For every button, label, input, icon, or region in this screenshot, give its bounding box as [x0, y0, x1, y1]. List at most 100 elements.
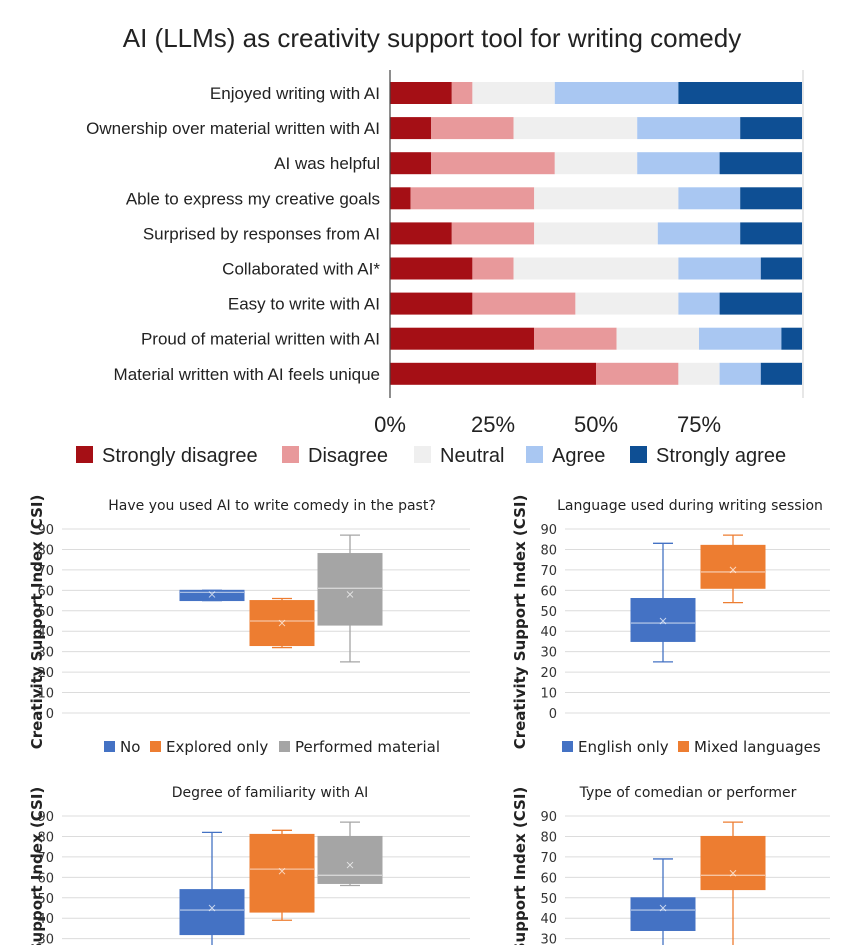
bar-strongly-agree-proud-of-material-written-with-ai	[781, 327, 802, 350]
bar-neutral-ai-was-helpful	[554, 152, 638, 175]
box3-y-tick-50: 50	[540, 892, 557, 907]
mean-marker-medium	[278, 867, 286, 875]
mean-marker-english-only	[659, 617, 667, 625]
question-label-ai-was-helpful: AI was helpful	[274, 154, 380, 173]
box2-box-high	[317, 821, 383, 887]
question-label-ownership-over-material-written-with-ai: Ownership over material written with AI	[86, 119, 380, 138]
box0-box-performed-material	[317, 534, 383, 663]
legend-swatch-strongly-agree	[630, 446, 647, 463]
bar-neutral-ownership-over-material-written-with-ai	[513, 117, 638, 140]
box2-y-tick-80: 80	[37, 830, 54, 845]
box0-y-tick-90: 90	[37, 523, 54, 538]
box2-box-medium	[249, 829, 315, 921]
mean-marker-high	[346, 861, 354, 869]
box1-y-tick-70: 70	[540, 564, 557, 579]
box1-box-mixed-languages	[700, 534, 766, 604]
legend-swatch-strongly-disagree	[76, 446, 93, 463]
bar-neutral-able-to-express-my-creative-goals	[534, 187, 679, 210]
bar-disagree-collaborated-with-ai	[472, 257, 514, 280]
bar-disagree-easy-to-write-with-ai	[472, 292, 576, 315]
box3-y-tick-60: 60	[540, 871, 557, 886]
box0-y-tick-50: 50	[37, 605, 54, 620]
mean-marker-mixed-languages	[729, 566, 737, 574]
box0-title: Have you used AI to write comedy in the …	[108, 498, 436, 514]
bar-neutral-collaborated-with-ai	[513, 257, 679, 280]
bar-neutral-proud-of-material-written-with-ai	[616, 327, 699, 350]
bar-disagree-material-written-with-ai-feels-unique	[596, 362, 679, 385]
box0-y-axis-label: Creativity Support Index (CSI)	[28, 495, 46, 750]
bar-agree-ai-was-helpful	[637, 152, 720, 175]
bar-agree-easy-to-write-with-ai	[678, 292, 720, 315]
bar-neutral-easy-to-write-with-ai	[575, 292, 679, 315]
mean-marker-performed-material	[346, 591, 354, 598]
box1-y-tick-80: 80	[540, 543, 557, 558]
box2-y-tick-90: 90	[37, 810, 54, 825]
bar-strongly-disagree-able-to-express-my-creative-goals	[390, 187, 411, 210]
bar-agree-ownership-over-material-written-with-ai	[637, 117, 741, 140]
box0-y-tick-20: 20	[37, 666, 54, 681]
bar-strongly-agree-ai-was-helpful	[719, 152, 802, 175]
bar-strongly-disagree-ownership-over-material-written-with-ai	[390, 117, 432, 140]
likert-x-tick-0: 0%	[374, 412, 406, 437]
box0-y-tick-80: 80	[37, 543, 54, 558]
box0-y-tick-0: 0	[46, 707, 54, 722]
bar-agree-collaborated-with-ai	[678, 257, 761, 280]
iqr-box-type-a	[630, 897, 696, 931]
box1-y-axis-label: Creativity Support Index (CSI)	[511, 495, 529, 750]
box-chart-language: Language used during writing session Crea…	[511, 495, 830, 756]
box1-y-tick-50: 50	[540, 605, 557, 620]
box2-title: Degree of familiarity with AI	[172, 785, 368, 801]
iqr-box-low	[179, 889, 245, 936]
box1-y-tick-10: 10	[540, 687, 557, 702]
bar-strongly-agree-material-written-with-ai-feels-unique	[760, 362, 802, 385]
likert-x-tick-50: 50%	[574, 412, 618, 437]
box1-title: Language used during writing session	[557, 498, 823, 514]
box0-y-tick-60: 60	[37, 584, 54, 599]
legend-label-agree: Agree	[552, 445, 605, 467]
box0-legend-swatch-performed-material	[279, 741, 290, 752]
bar-strongly-disagree-enjoyed-writing-with-ai	[390, 82, 452, 104]
question-label-enjoyed-writing-with-ai: Enjoyed writing with AI	[210, 84, 380, 103]
bar-disagree-proud-of-material-written-with-ai	[534, 327, 617, 350]
bar-strongly-agree-ownership-over-material-written-with-ai	[740, 117, 802, 140]
box0-legend-swatch-no	[104, 741, 115, 752]
bar-neutral-surprised-by-responses-from-ai	[534, 222, 658, 245]
box0-y-tick-40: 40	[37, 625, 54, 640]
box0-box-explored-only	[249, 597, 315, 649]
bar-disagree-ownership-over-material-written-with-ai	[431, 117, 514, 140]
bar-disagree-surprised-by-responses-from-ai	[451, 222, 535, 245]
iqr-box-type-b	[700, 835, 766, 891]
box3-y-tick-80: 80	[540, 830, 557, 845]
bar-strongly-agree-surprised-by-responses-from-ai	[740, 222, 802, 245]
box3-y-axis-label: Support Index (CSI)	[511, 787, 529, 945]
box2-y-tick-70: 70	[37, 851, 54, 866]
question-label-collaborated-with-ai: Collaborated with AI*	[222, 260, 380, 279]
box3-box-type-a	[630, 858, 696, 945]
likert-chart-title: AI (LLMs) as creativity support tool for…	[123, 23, 741, 53]
bar-agree-material-written-with-ai-feels-unique	[719, 362, 761, 385]
box0-y-tick-30: 30	[37, 646, 54, 661]
legend-swatch-agree	[526, 446, 543, 463]
mean-marker-no	[208, 591, 216, 598]
bar-disagree-able-to-express-my-creative-goals	[410, 187, 535, 210]
mean-marker-type-a	[659, 904, 667, 912]
bar-disagree-enjoyed-writing-with-ai	[451, 82, 473, 104]
box1-legend-swatch-english-only	[562, 741, 573, 752]
bar-strongly-agree-able-to-express-my-creative-goals	[740, 187, 802, 210]
box1-legend-label-mixed-languages: Mixed languages	[694, 738, 821, 756]
box0-legend-swatch-explored-only	[150, 741, 161, 752]
box3-y-tick-30: 30	[540, 933, 557, 945]
box1-y-tick-40: 40	[540, 625, 557, 640]
question-label-material-written-with-ai-feels-unique: Material written with AI feels unique	[114, 365, 380, 384]
bar-agree-able-to-express-my-creative-goals	[678, 187, 741, 210]
box0-box-no	[179, 589, 245, 602]
bar-strongly-disagree-surprised-by-responses-from-ai	[390, 222, 452, 245]
bar-strongly-disagree-ai-was-helpful	[390, 152, 432, 175]
legend-swatch-neutral	[414, 446, 431, 463]
box0-legend-label-explored-only: Explored only	[166, 738, 268, 756]
mean-marker-explored-only	[278, 619, 286, 627]
likert-x-tick-75: 75%	[677, 412, 721, 437]
box3-y-tick-90: 90	[540, 810, 557, 825]
box-chart-comedian-type: Type of comedian or performer Support Ind…	[511, 785, 830, 945]
